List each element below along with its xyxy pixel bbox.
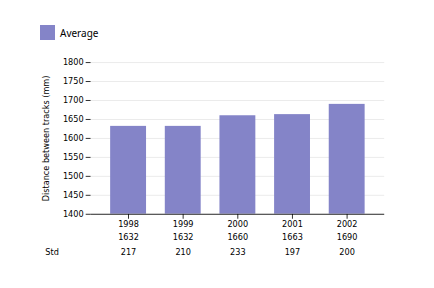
- svg-text:2002: 2002: [337, 219, 358, 229]
- svg-text:1632: 1632: [173, 232, 194, 242]
- svg-text:1632: 1632: [118, 232, 139, 242]
- svg-text:1400: 1400: [63, 209, 84, 219]
- svg-text:1690: 1690: [337, 232, 358, 242]
- svg-text:1660: 1660: [227, 232, 248, 242]
- svg-text:1500: 1500: [63, 171, 84, 181]
- svg-text:1600: 1600: [63, 133, 84, 143]
- svg-text:1550: 1550: [63, 152, 84, 162]
- svg-text:1800: 1800: [63, 57, 84, 67]
- html-text:Average: Average: [60, 25, 99, 40]
- svg-text:210: 210: [175, 247, 191, 257]
- svg-text:1750: 1750: [63, 76, 84, 86]
- svg-text:1999: 1999: [173, 219, 194, 229]
- svg-text:1700: 1700: [63, 95, 84, 105]
- svg-text:Std: Std: [45, 247, 59, 257]
- svg-text:1450: 1450: [63, 190, 84, 200]
- svg-text:2001: 2001: [282, 219, 303, 229]
- svg-text:200: 200: [339, 247, 355, 257]
- svg-text:1663: 1663: [282, 232, 303, 242]
- svg-text:197: 197: [285, 247, 301, 257]
- svg-text:1998: 1998: [118, 219, 139, 229]
- svg-text:217: 217: [121, 247, 137, 257]
- svg-text:2000: 2000: [227, 219, 248, 229]
- svg-text:1650: 1650: [63, 114, 84, 124]
- svg-text:Distance between tracks (mm): Distance between tracks (mm): [41, 76, 51, 202]
- svg-text:233: 233: [230, 247, 246, 257]
